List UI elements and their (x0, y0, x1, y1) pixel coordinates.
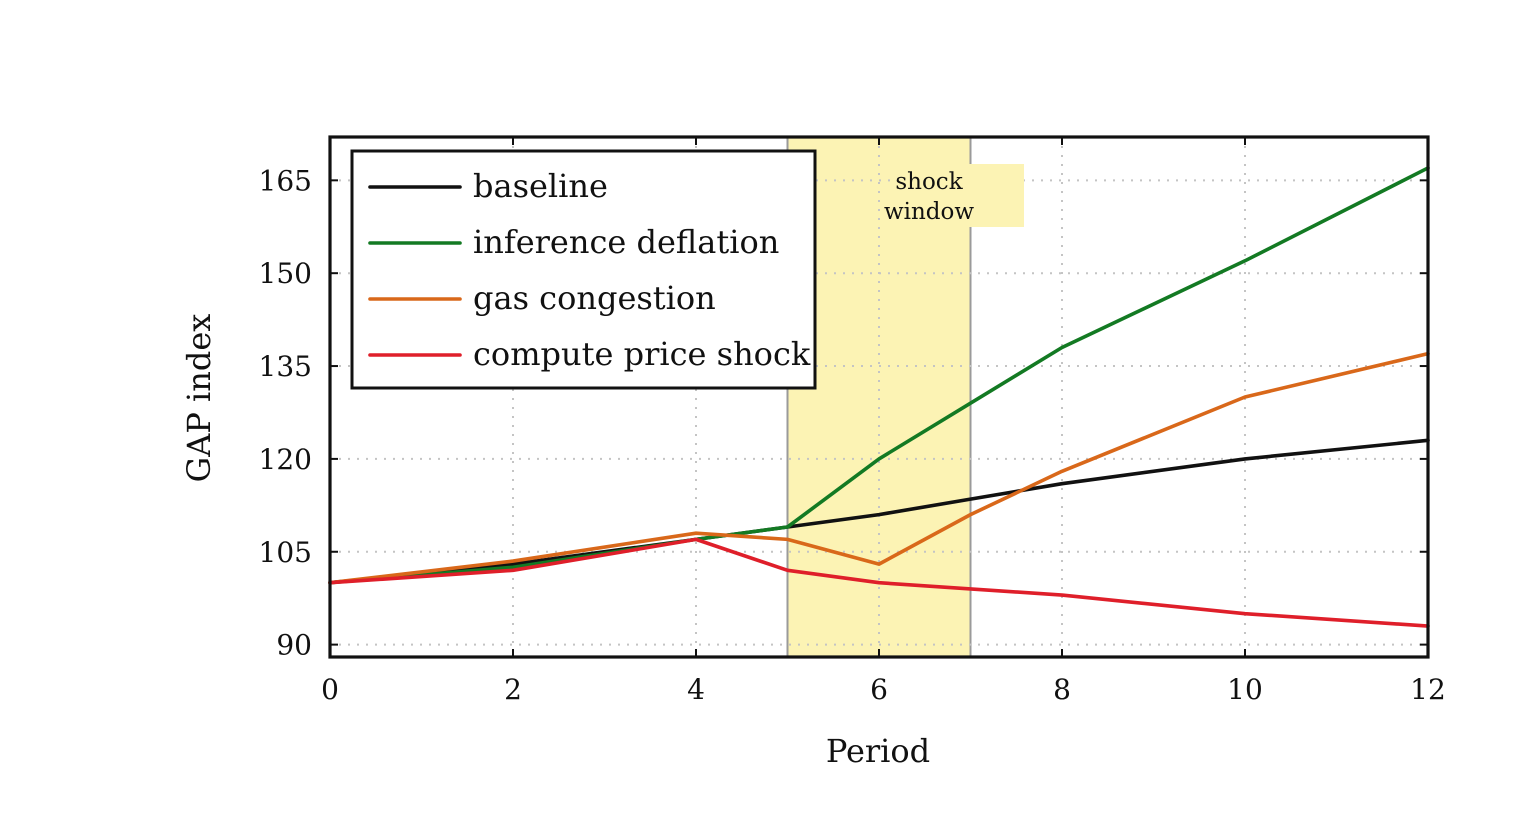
legend-label-4: compute price shock (473, 335, 811, 373)
y-tick-label: 165 (259, 164, 312, 197)
x-tick-label: 0 (321, 673, 339, 706)
y-tick-label: 150 (259, 257, 312, 290)
series-line-2 (328, 166, 1430, 585)
series-line-3 (328, 351, 1430, 585)
shock-window-label-bg (906, 164, 1024, 227)
shock-window-label-line: shock (895, 169, 963, 195)
y-tick-label: 120 (259, 443, 312, 476)
x-tick-label: 6 (870, 673, 888, 706)
legend-label-3: gas congestion (473, 279, 716, 317)
x-tick-label: 12 (1410, 673, 1446, 706)
series-line-4 (328, 537, 1430, 628)
x-axis-title: Period (826, 732, 930, 770)
shock-window-label-line: window (884, 199, 974, 225)
x-tick-label: 8 (1053, 673, 1071, 706)
y-axis-title: GAP index (180, 314, 218, 483)
x-tick-label: 4 (687, 673, 705, 706)
y-tick-label: 135 (259, 350, 312, 383)
x-tick-label: 10 (1227, 673, 1263, 706)
legend-label-2: inference deflation (473, 223, 779, 261)
legend-label-1: baseline (473, 167, 608, 205)
y-tick-label: 90 (276, 629, 312, 662)
series-line-1 (328, 438, 1430, 585)
x-tick-label: 2 (504, 673, 522, 706)
legend-box (350, 149, 817, 390)
y-tick-label: 105 (259, 536, 312, 569)
